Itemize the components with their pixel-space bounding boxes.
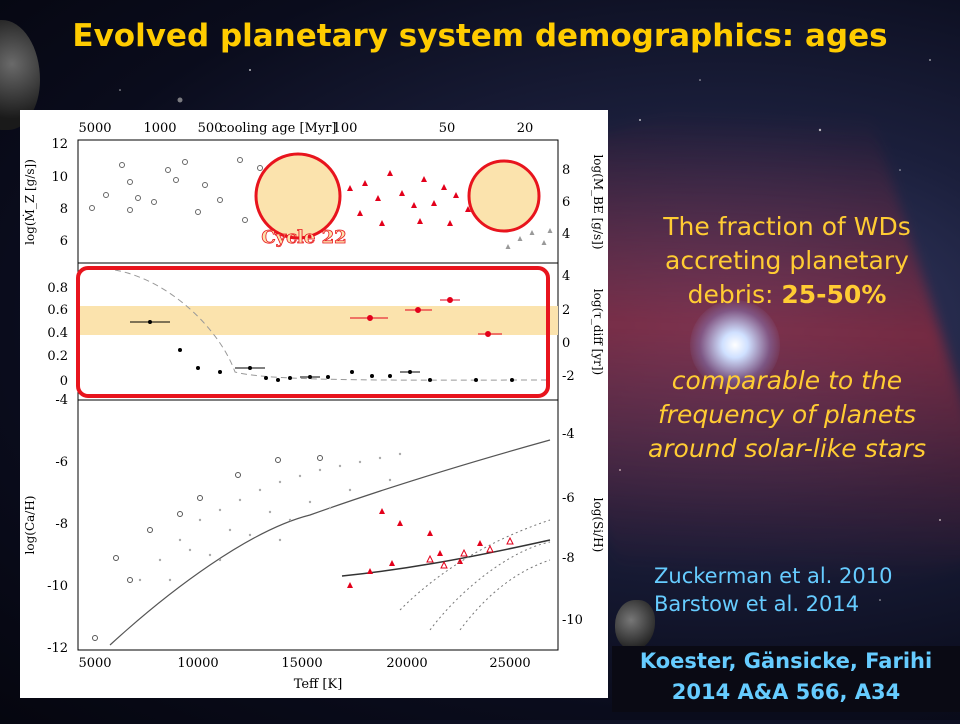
panel3-y-ticks: -4 -6 -8 -10 -12 bbox=[47, 393, 68, 656]
x-axis-label: Teff [K] bbox=[294, 677, 343, 692]
research-figure: 5000 1000 500 100 50 20 cooling age [Myr… bbox=[20, 110, 608, 698]
top-tick: 5000 bbox=[78, 121, 111, 136]
x-ticks: 5000 10000 15000 20000 25000 bbox=[78, 656, 530, 671]
panel2-error-bars bbox=[130, 321, 420, 378]
reference-list: Zuckerman et al. 2010 Barstow et al. 201… bbox=[654, 562, 892, 618]
panel3-open-circles bbox=[92, 455, 323, 641]
panel3-red-triangles bbox=[347, 508, 483, 588]
figure-plot: 5000 1000 500 100 50 20 cooling age [Myr… bbox=[22, 121, 605, 692]
panel-frame-bottom bbox=[77, 399, 559, 651]
svg-text:-6: -6 bbox=[55, 455, 68, 470]
svg-text:2: 2 bbox=[562, 303, 570, 318]
svg-text:0: 0 bbox=[60, 374, 68, 389]
reference-item: Barstow et al. 2014 bbox=[654, 592, 860, 616]
svg-text:8: 8 bbox=[60, 202, 68, 217]
svg-text:-10: -10 bbox=[562, 613, 583, 628]
svg-text:8: 8 bbox=[562, 163, 570, 178]
fraction-text: The fraction of WDs accreting planetary … bbox=[663, 212, 911, 309]
panel3-y-label: log(Ca/H) bbox=[23, 496, 37, 555]
fraction-statement: The fraction of WDs accreting planetary … bbox=[622, 210, 952, 312]
svg-text:-8: -8 bbox=[562, 551, 575, 566]
panel2-dashed-curve bbox=[114, 269, 551, 381]
star-glow bbox=[690, 300, 780, 390]
highlight-circle-left bbox=[254, 152, 342, 240]
fraction-value: 25-50% bbox=[781, 280, 887, 309]
panel1-right-label: log(M_BE [g/s]) bbox=[591, 154, 605, 249]
top-tick: 500 bbox=[198, 121, 223, 136]
svg-text:-4: -4 bbox=[562, 427, 575, 442]
citation-authors: Koester, Gänsicke, Farihi bbox=[639, 649, 933, 673]
panel2-right-ticks: 4 2 0 -2 bbox=[562, 269, 575, 384]
panel3-open-red-triangles bbox=[426, 536, 514, 569]
reference-item: Zuckerman et al. 2010 bbox=[654, 564, 893, 588]
svg-text:-6: -6 bbox=[562, 491, 575, 506]
panel3-model-curve bbox=[109, 439, 551, 646]
citation-journal: 2014 A&A 566, A34 bbox=[671, 680, 901, 704]
slide-title: Evolved planetary system demographics: a… bbox=[72, 18, 888, 54]
svg-text:0.2: 0.2 bbox=[47, 349, 68, 364]
svg-text:-4: -4 bbox=[55, 393, 68, 408]
svg-text:25000: 25000 bbox=[489, 656, 530, 671]
panel3-model-curve-si bbox=[341, 539, 551, 577]
panel1-y-label: log(Ṁ_Z [g/s]) bbox=[22, 159, 37, 245]
top-axis-ticks: 5000 1000 500 100 50 20 bbox=[78, 121, 533, 136]
panel3-right-label: log(Si/H) bbox=[591, 498, 605, 553]
panel2-y-ticks: 0.8 0.6 0.4 0.2 0 bbox=[47, 281, 68, 389]
highlight-band bbox=[78, 306, 558, 335]
svg-text:20000: 20000 bbox=[386, 656, 427, 671]
panel3-right-ticks: -4 -6 -8 -10 bbox=[562, 427, 583, 628]
svg-text:10000: 10000 bbox=[177, 656, 218, 671]
panel2-right-label: log(τ_diff [yr]) bbox=[591, 289, 605, 375]
panel3-gray-dots bbox=[138, 452, 402, 582]
svg-text:-12: -12 bbox=[47, 641, 68, 656]
svg-text:-2: -2 bbox=[562, 369, 575, 384]
panel2-black-points bbox=[148, 320, 514, 382]
svg-text:6: 6 bbox=[562, 195, 570, 210]
top-tick: 100 bbox=[333, 121, 358, 136]
svg-text:-10: -10 bbox=[47, 579, 68, 594]
highlight-circle-right bbox=[467, 159, 541, 233]
top-tick: 20 bbox=[517, 121, 534, 136]
svg-text:0: 0 bbox=[562, 336, 570, 351]
citation-box: Koester, Gänsicke, Farihi 2014 A&A 566, … bbox=[612, 646, 960, 712]
svg-text:6: 6 bbox=[60, 234, 68, 249]
panel1-red-triangles bbox=[347, 170, 471, 226]
panel3-dotted-tracks bbox=[399, 519, 551, 631]
svg-text:-8: -8 bbox=[55, 517, 68, 532]
panel2-red-points bbox=[350, 297, 502, 337]
panel2-red-box bbox=[76, 266, 550, 398]
svg-text:4: 4 bbox=[562, 227, 570, 242]
top-tick: 1000 bbox=[143, 121, 176, 136]
panel1-gray-triangles bbox=[505, 228, 553, 249]
svg-text:0.6: 0.6 bbox=[47, 303, 68, 318]
svg-text:5000: 5000 bbox=[78, 656, 111, 671]
top-tick: 50 bbox=[439, 121, 456, 136]
panel1-y-ticks: 12 10 8 6 bbox=[51, 137, 68, 249]
cycle-annotation: Cycle 22 bbox=[261, 227, 346, 248]
asteroid-image bbox=[615, 600, 655, 650]
svg-text:0.8: 0.8 bbox=[47, 281, 68, 296]
top-axis-label: cooling age [Myr] bbox=[220, 121, 337, 136]
comparison-statement: comparable to the frequency of planets a… bbox=[647, 366, 927, 463]
svg-text:12: 12 bbox=[51, 137, 68, 152]
svg-text:4: 4 bbox=[562, 269, 570, 284]
svg-text:0.4: 0.4 bbox=[47, 326, 68, 341]
panel1-right-ticks: 8 6 4 bbox=[562, 163, 570, 242]
svg-text:10: 10 bbox=[51, 170, 68, 185]
svg-text:15000: 15000 bbox=[281, 656, 322, 671]
